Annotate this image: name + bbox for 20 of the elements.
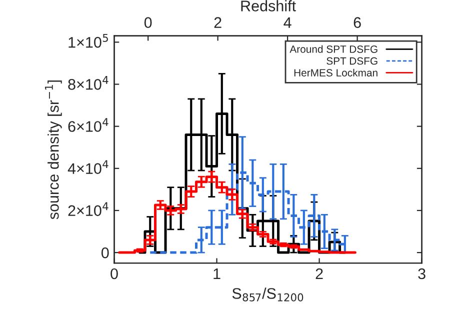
x-tick-label: 3: [418, 268, 426, 280]
x-axis-title: S$_{857}$/S$_{1200}$: [232, 288, 304, 302]
x2-tick-label: 6: [354, 17, 361, 28]
x-tick-label: 2: [316, 268, 323, 280]
x2-tick-label: 4: [284, 17, 292, 28]
x2-axis-title: Redshift: [241, 0, 296, 12]
x-tick-label: 1: [214, 268, 220, 280]
y-tick-label: 6×10$^{4}$: [68, 118, 108, 132]
y-tick-label: 2×10$^{4}$: [68, 202, 108, 216]
x2-tick-label: 2: [214, 17, 222, 28]
y-tick-label: 0: [101, 247, 109, 258]
y-tick-label: 8×10$^{4}$: [68, 76, 108, 90]
legend-label: SPT DSFG: [326, 57, 378, 65]
y-tick-label: 1×10$^{5}$: [68, 34, 108, 48]
y-tick-label: 4×10$^{4}$: [68, 160, 108, 174]
y-axis-title: source density [sr$^{−1}$]: [45, 80, 62, 220]
legend-label: HerMES Lockman: [294, 68, 378, 76]
x2-tick-label: 0: [144, 17, 152, 28]
x-tick-label: 0: [110, 268, 118, 280]
legend-label: Around SPT DSFG: [290, 45, 378, 53]
